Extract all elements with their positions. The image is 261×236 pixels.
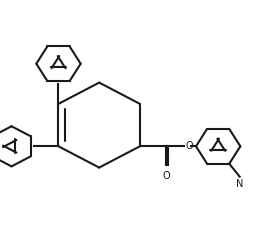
Text: N: N	[236, 179, 244, 189]
Text: O: O	[186, 141, 193, 151]
Text: O: O	[162, 171, 170, 181]
